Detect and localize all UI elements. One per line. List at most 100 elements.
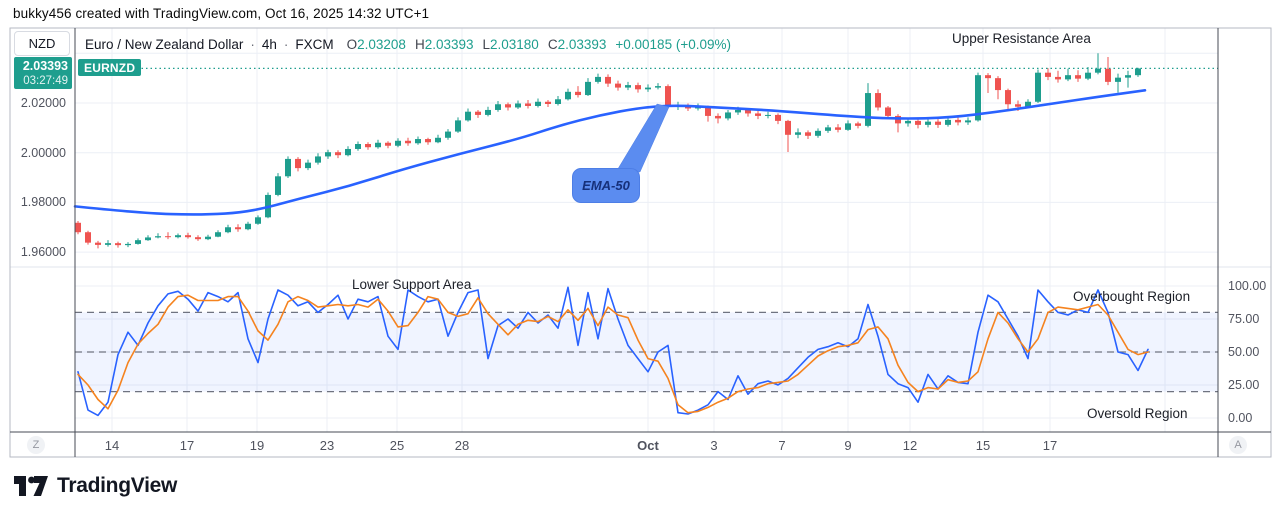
ohlc-value: 2.03393 bbox=[424, 37, 474, 52]
candle-body bbox=[1035, 72, 1041, 102]
attribution-text: bukky456 created with TradingView.com, O… bbox=[13, 6, 430, 21]
candle-body bbox=[725, 112, 731, 119]
candle-body bbox=[1085, 72, 1091, 79]
candle-body bbox=[1135, 68, 1141, 76]
candle-body bbox=[815, 130, 821, 136]
chart-legend-header[interactable]: Euro / New Zealand Dollar · 4h · FXCM O2… bbox=[85, 37, 731, 52]
candle-body bbox=[985, 75, 991, 79]
candle-body bbox=[285, 158, 291, 177]
candle-body bbox=[1105, 68, 1111, 82]
candle-body bbox=[625, 85, 631, 88]
candle-body bbox=[425, 139, 431, 143]
candle-body bbox=[205, 236, 211, 240]
candle-body bbox=[405, 140, 411, 144]
candle-body bbox=[505, 104, 511, 108]
ema50-callout[interactable]: EMA-50 bbox=[572, 168, 640, 203]
upper-resistance-annotation[interactable]: Upper Resistance Area bbox=[952, 31, 1091, 46]
candle-body bbox=[905, 120, 911, 124]
overbought-region-annotation[interactable]: Overbought Region bbox=[1073, 289, 1191, 304]
candle-body bbox=[975, 75, 981, 121]
quote-currency-selector[interactable]: NZD bbox=[14, 31, 70, 56]
candle-body bbox=[585, 81, 591, 96]
candle-body bbox=[135, 240, 141, 244]
candle-body bbox=[855, 123, 861, 126]
ema50-line bbox=[73, 89, 1147, 216]
interval-label[interactable]: 4h bbox=[261, 37, 277, 52]
candle-body bbox=[515, 103, 521, 108]
candle-body bbox=[245, 223, 251, 230]
candle-body bbox=[1005, 90, 1011, 105]
candle-body bbox=[1045, 72, 1051, 77]
candle-body bbox=[845, 123, 851, 130]
candle-body bbox=[105, 243, 111, 245]
ema50-callout-label: EMA-50 bbox=[582, 178, 630, 193]
ohlc-values: O2.03208 H2.03393 L2.03180 C2.03393 bbox=[347, 37, 607, 52]
candle-body bbox=[465, 111, 471, 121]
ohlc-token: H2.03393 bbox=[414, 37, 474, 52]
candle-body bbox=[955, 119, 961, 123]
candle-body bbox=[575, 91, 581, 96]
candle-body bbox=[995, 78, 1001, 91]
tradingview-logo[interactable]: TradingView bbox=[14, 472, 177, 500]
candle-body bbox=[315, 156, 321, 163]
candle-body bbox=[215, 232, 221, 237]
candle-body bbox=[1025, 101, 1031, 107]
candle-body bbox=[75, 222, 81, 233]
candle-body bbox=[885, 107, 891, 116]
candle-body bbox=[85, 232, 91, 243]
candle-body bbox=[375, 142, 381, 148]
tradingview-logo-text: TradingView bbox=[57, 474, 178, 497]
candle-body bbox=[1125, 75, 1131, 78]
candle-body bbox=[945, 119, 951, 125]
candle-body bbox=[335, 152, 341, 156]
symbol-title[interactable]: Euro / New Zealand Dollar bbox=[85, 37, 244, 52]
candle-body bbox=[865, 93, 871, 126]
candle-body bbox=[275, 176, 281, 195]
candle-body bbox=[115, 243, 121, 246]
candle-body bbox=[965, 120, 971, 123]
candle-body bbox=[435, 137, 441, 143]
candle-body bbox=[145, 237, 151, 241]
candle-body bbox=[455, 120, 461, 132]
candle-body bbox=[615, 83, 621, 88]
candle-body bbox=[235, 227, 241, 230]
timezone-badge[interactable]: Z bbox=[27, 436, 45, 454]
ohlc-value: 2.03208 bbox=[357, 37, 406, 52]
ohlc-token: C2.03393 bbox=[547, 37, 607, 52]
auto-scale-badge[interactable]: A bbox=[1229, 436, 1247, 454]
candle-body bbox=[1055, 76, 1061, 80]
candle-body bbox=[835, 127, 841, 130]
change-value: +0.00185 (+0.09%) bbox=[615, 37, 731, 52]
candle-body bbox=[155, 236, 161, 238]
lower-support-annotation[interactable]: Lower Support Area bbox=[352, 277, 472, 292]
stochastic-k-line bbox=[77, 286, 1149, 417]
separator-dot: · bbox=[283, 37, 289, 52]
candle-body bbox=[255, 217, 261, 224]
candle-body bbox=[565, 91, 571, 100]
candle-body bbox=[295, 158, 301, 169]
candle-body bbox=[1065, 75, 1071, 80]
candle-body bbox=[1015, 104, 1021, 107]
ohlc-value: 2.03393 bbox=[557, 37, 607, 52]
candle-body bbox=[755, 113, 761, 116]
candle-body bbox=[1115, 77, 1121, 82]
oversold-region-annotation[interactable]: Oversold Region bbox=[1087, 406, 1188, 421]
candle-body bbox=[195, 237, 201, 240]
candle-body bbox=[535, 101, 541, 106]
stochastic-d-line bbox=[77, 294, 1149, 414]
candle-body bbox=[525, 103, 531, 106]
candle-body bbox=[415, 139, 421, 144]
ticker-badge-label: EURNZD bbox=[84, 60, 136, 75]
candle-body bbox=[715, 115, 721, 119]
candle-body bbox=[545, 101, 551, 104]
ticker-badge[interactable]: EURNZD bbox=[78, 59, 142, 76]
timezone-badge-label: Z bbox=[32, 439, 40, 451]
candle-body bbox=[475, 111, 481, 115]
candle-body bbox=[605, 76, 611, 84]
candle-body bbox=[875, 93, 881, 108]
candle-body bbox=[805, 132, 811, 136]
candle-body bbox=[185, 235, 191, 238]
candle-body bbox=[1075, 75, 1081, 79]
